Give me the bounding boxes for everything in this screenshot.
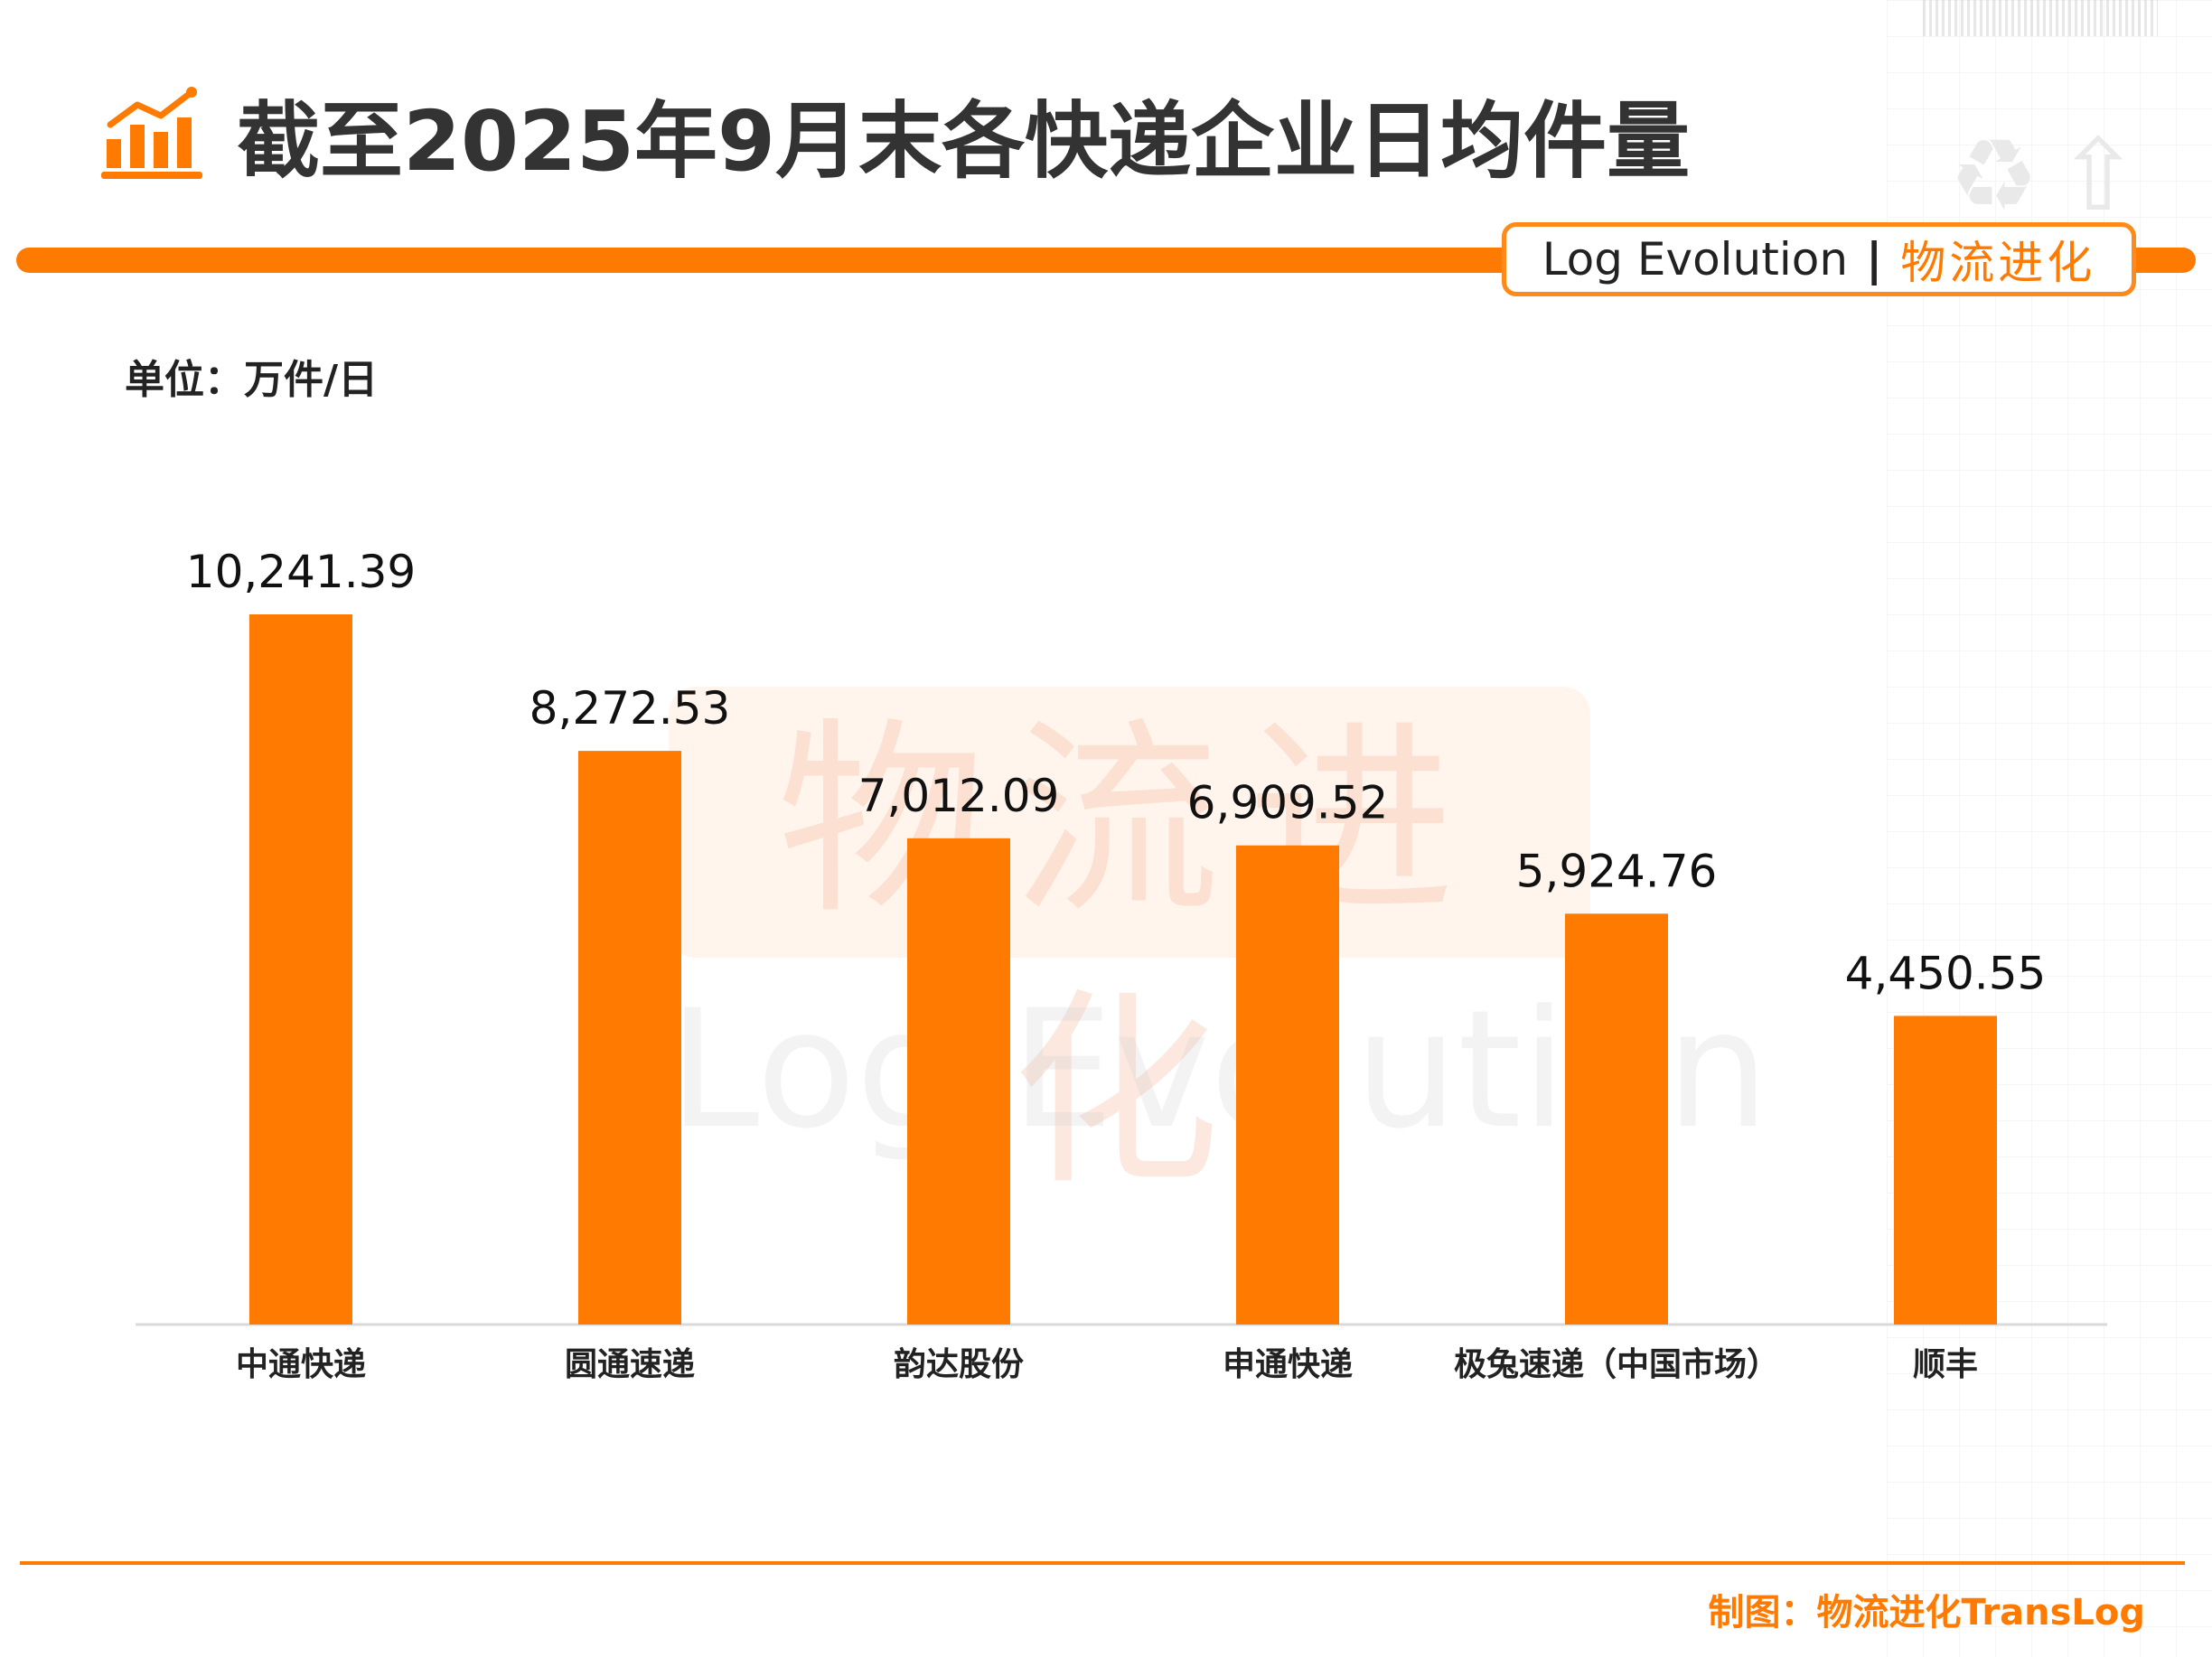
category-label-4: 极兔速递（中国市场）: [1454, 1346, 1779, 1383]
category-label-5: 顺丰: [1913, 1346, 1978, 1383]
page-title: 截至2025年9月末各快递企业日均件量: [237, 93, 1691, 190]
value-label-4: 5,924.76: [1516, 845, 1718, 897]
bar-group: [249, 614, 1997, 1325]
value-label-5: 4,450.55: [1845, 947, 2047, 999]
bar-chart-trend-icon: [101, 87, 202, 179]
category-label-3: 申通快递: [1223, 1346, 1353, 1383]
barcode-decoration: [1923, 0, 2158, 36]
brand-logo: Log Evolution | 物流进化: [1502, 222, 2136, 296]
bar-0: [249, 614, 352, 1325]
watermark-cn: 物流进化: [669, 687, 1590, 1213]
bar-2: [907, 838, 1010, 1325]
brand-separator: |: [1866, 233, 1883, 286]
bar-5: [1894, 1016, 1997, 1325]
bar-3: [1236, 845, 1339, 1325]
unit-label: 单位：万件/日: [125, 357, 379, 403]
footer-divider: [20, 1561, 2185, 1565]
chart-credit: 制图：物流进化TransLog: [1708, 1592, 2146, 1634]
brand-name-en: Log Evolution: [1542, 233, 1849, 286]
category-label-1: 圆通速递: [565, 1346, 695, 1383]
value-label-2: 7,012.09: [858, 770, 1060, 822]
recycle-arrows-decoration-icon: ♻⇧: [1949, 117, 2158, 233]
brand-name-cn: 物流进化: [1900, 237, 2096, 289]
category-label-2: 韵达股份: [894, 1346, 1024, 1383]
bar-4: [1565, 913, 1668, 1325]
category-label-group: 中通快递 圆通速递 韵达股份 申通快递 极兔速递（中国市场） 顺丰: [236, 1346, 1978, 1383]
value-label-0: 10,241.39: [186, 546, 416, 598]
value-label-1: 8,272.53: [530, 682, 731, 735]
value-label-group: 10,241.39 8,272.53 7,012.09 6,909.52 5,924.7…: [186, 546, 2047, 999]
bar-1: [578, 751, 681, 1325]
value-label-3: 6,909.52: [1187, 777, 1389, 829]
category-label-0: 中通快递: [236, 1346, 366, 1383]
